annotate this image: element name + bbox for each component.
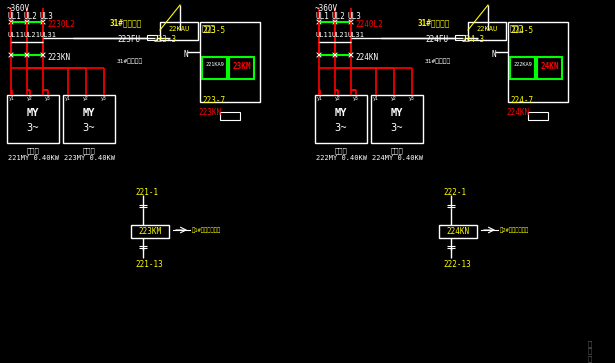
Bar [537, 57, 562, 79]
Text: y2: y2 [391, 96, 397, 101]
Bar [528, 112, 548, 120]
Text: y3: y3 [409, 96, 415, 101]
Text: UL2: UL2 [23, 12, 37, 21]
Text: 223KM: 223KM [138, 227, 162, 236]
Text: y3: y3 [353, 96, 359, 101]
Bar [508, 22, 568, 102]
Text: 222MY 0.40KW: 222MY 0.40KW [315, 155, 367, 161]
Bar [131, 225, 169, 238]
Text: 223MY 0.40KW: 223MY 0.40KW [63, 155, 114, 161]
Text: UL11: UL11 [7, 32, 24, 38]
Bar [455, 35, 465, 40]
Bar [200, 22, 260, 102]
Text: 电
气
图: 电 气 图 [588, 340, 592, 362]
Text: 224KN: 224KN [506, 108, 529, 117]
Text: 3~: 3~ [26, 123, 39, 133]
Text: MY: MY [391, 108, 403, 118]
Text: 222-1: 222-1 [443, 188, 466, 197]
Text: UL1: UL1 [315, 12, 329, 21]
Text: y1: y1 [373, 96, 379, 101]
Text: 223FU: 223FU [117, 35, 140, 44]
Text: UL3: UL3 [347, 12, 361, 21]
Text: 224-7: 224-7 [510, 96, 533, 105]
Text: 224KN: 224KN [355, 53, 378, 62]
Text: 224FU: 224FU [425, 35, 448, 44]
Text: MY: MY [26, 108, 39, 118]
Bar [202, 57, 227, 79]
Text: 23KM: 23KM [232, 62, 251, 71]
Text: y1: y1 [317, 96, 323, 101]
Text: 31#电箱实线: 31#电箱实线 [418, 18, 450, 27]
Bar [229, 57, 254, 79]
Text: UL2: UL2 [331, 12, 345, 21]
Text: 223-5: 223-5 [202, 26, 225, 35]
Text: 至2#箱柜实现柜柜: 至2#箱柜实现柜柜 [500, 227, 530, 233]
Text: y2: y2 [83, 96, 89, 101]
Text: 制动器: 制动器 [391, 147, 403, 154]
Text: UL31: UL31 [39, 32, 56, 38]
Text: y1: y1 [9, 96, 15, 101]
Text: 31#电箱实线: 31#电箱实线 [110, 18, 143, 27]
Bar [439, 225, 477, 238]
Text: y1: y1 [65, 96, 71, 101]
Text: 222KA9: 222KA9 [513, 62, 532, 67]
Text: 22KAU: 22KAU [477, 26, 498, 32]
Text: 24KN: 24KN [540, 62, 559, 71]
Text: 224KN: 224KN [446, 227, 470, 236]
Text: 224MY 0.40KW: 224MY 0.40KW [371, 155, 423, 161]
Bar [220, 112, 240, 120]
Text: 224-3: 224-3 [461, 35, 484, 44]
Text: y3: y3 [101, 96, 107, 101]
Text: 3~: 3~ [335, 123, 347, 133]
Text: 223KN: 223KN [47, 53, 70, 62]
Text: y3: y3 [45, 96, 51, 101]
Text: ~360V: ~360V [7, 4, 30, 13]
Text: MY: MY [83, 108, 95, 118]
Text: 222-13: 222-13 [443, 260, 470, 269]
Text: N: N [491, 50, 496, 59]
Bar [147, 35, 157, 40]
Bar [63, 95, 115, 143]
Text: N: N [183, 50, 188, 59]
Text: 制动器: 制动器 [82, 147, 95, 154]
Text: 2240L2: 2240L2 [355, 20, 383, 29]
Text: 221KA9: 221KA9 [205, 62, 224, 67]
Text: 224-5: 224-5 [510, 26, 533, 35]
Text: 223-3: 223-3 [153, 35, 176, 44]
Text: 22KAU: 22KAU [169, 26, 189, 32]
Text: UL3: UL3 [39, 12, 53, 21]
Text: UL1: UL1 [7, 12, 21, 21]
Text: 2230L2: 2230L2 [47, 20, 75, 29]
Text: 221-1: 221-1 [135, 188, 158, 197]
Text: 3~: 3~ [391, 123, 403, 133]
Bar [468, 22, 506, 40]
Text: 制动柜: 制动柜 [202, 24, 216, 33]
Bar [160, 22, 198, 40]
Text: 3~: 3~ [83, 123, 95, 133]
Bar [371, 95, 423, 143]
Bar [7, 95, 59, 143]
Text: ~360V: ~360V [315, 4, 338, 13]
Text: 223KN: 223KN [198, 108, 221, 117]
Text: UL21: UL21 [331, 32, 348, 38]
Bar [510, 57, 535, 79]
Text: 至1#箱柜实现柜柜: 至1#箱柜实现柜柜 [192, 227, 221, 233]
Text: 223-7: 223-7 [202, 96, 225, 105]
Text: 221MY 0.40KW: 221MY 0.40KW [7, 155, 58, 161]
Text: y2: y2 [335, 96, 341, 101]
Text: 制动器: 制动器 [26, 147, 39, 154]
Text: 制动器: 制动器 [335, 147, 347, 154]
Text: UL11: UL11 [315, 32, 332, 38]
Bar [315, 95, 367, 143]
Text: UL31: UL31 [347, 32, 364, 38]
Text: 31#主控柜盘: 31#主控柜盘 [117, 58, 143, 64]
Text: y2: y2 [27, 96, 33, 101]
Text: 31#主控柜盘: 31#主控柜盘 [425, 58, 451, 64]
Text: 制动柜: 制动柜 [510, 24, 524, 33]
Text: 221-13: 221-13 [135, 260, 163, 269]
Text: UL21: UL21 [23, 32, 40, 38]
Text: MY: MY [335, 108, 347, 118]
